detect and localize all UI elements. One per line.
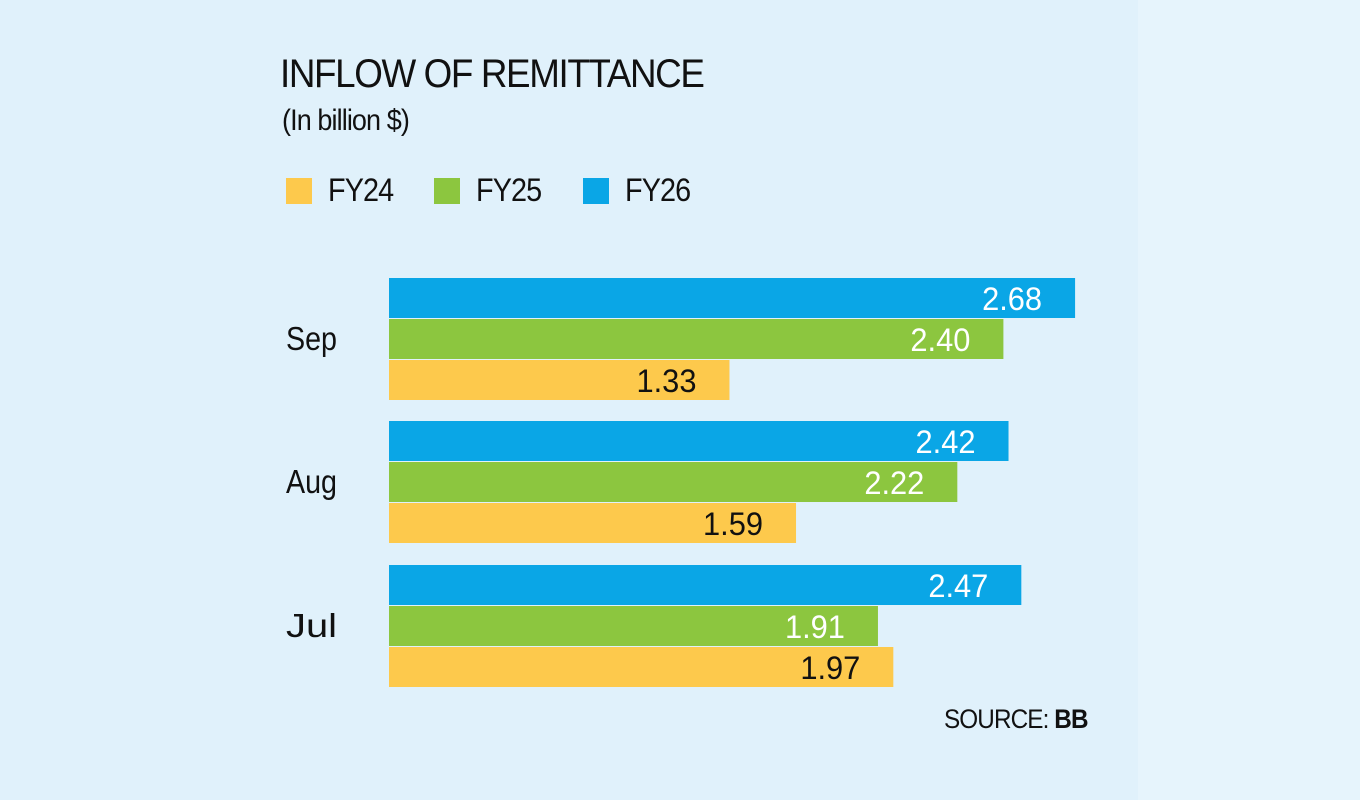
legend-label-fy26: FY26 bbox=[624, 172, 691, 208]
data-label-fy25-sep: 2.40 bbox=[910, 322, 970, 358]
data-label-fy25-jul: 1.91 bbox=[785, 609, 845, 645]
source-org: BB bbox=[1054, 704, 1088, 734]
data-label-fy24-sep: 1.33 bbox=[636, 363, 696, 399]
bar-fy26-aug bbox=[389, 421, 1009, 461]
category-label-aug: Aug bbox=[286, 463, 337, 500]
chart-subtitle: (In billion $) bbox=[282, 104, 410, 137]
legend-swatch-fy25 bbox=[434, 177, 461, 204]
bar-fy26-jul bbox=[389, 565, 1022, 605]
data-label-fy24-aug: 1.59 bbox=[703, 506, 763, 542]
bar-fy24-jul bbox=[389, 647, 894, 687]
category-label-jul: Jul bbox=[286, 607, 337, 644]
chart-legend: FY24 FY25 FY26 bbox=[286, 172, 731, 209]
data-label-fy24-jul: 1.97 bbox=[800, 650, 860, 686]
legend-swatch-fy26 bbox=[582, 177, 609, 204]
data-label-fy25-aug: 2.22 bbox=[864, 465, 924, 501]
legend-item-fy24: FY24 bbox=[286, 172, 400, 209]
bar-fy26-sep bbox=[389, 278, 1076, 318]
legend-swatch-fy24 bbox=[286, 177, 312, 204]
bar-fy25-sep bbox=[389, 319, 1004, 359]
legend-label-fy25: FY25 bbox=[476, 172, 542, 208]
legend-item-fy26: FY26 bbox=[582, 172, 697, 209]
bar-fy25-aug bbox=[389, 462, 958, 502]
data-label-fy26-aug: 2.42 bbox=[916, 424, 976, 460]
data-label-fy26-sep: 2.68 bbox=[982, 281, 1042, 317]
category-label-sep: Sep bbox=[286, 320, 337, 357]
source-note: SOURCE: BB bbox=[944, 704, 1088, 735]
legend-item-fy25: FY25 bbox=[434, 172, 548, 209]
legend-label-fy24: FY24 bbox=[328, 172, 394, 208]
bar-fy24-aug bbox=[389, 503, 797, 543]
source-prefix: SOURCE: bbox=[944, 704, 1049, 734]
bar-fy24-sep bbox=[389, 360, 730, 400]
background-strip bbox=[1138, 0, 1360, 800]
bar-fy25-jul bbox=[389, 606, 878, 646]
data-label-fy26-jul: 2.47 bbox=[928, 568, 988, 604]
chart-title: INFLOW OF REMITTANCE bbox=[280, 52, 705, 96]
